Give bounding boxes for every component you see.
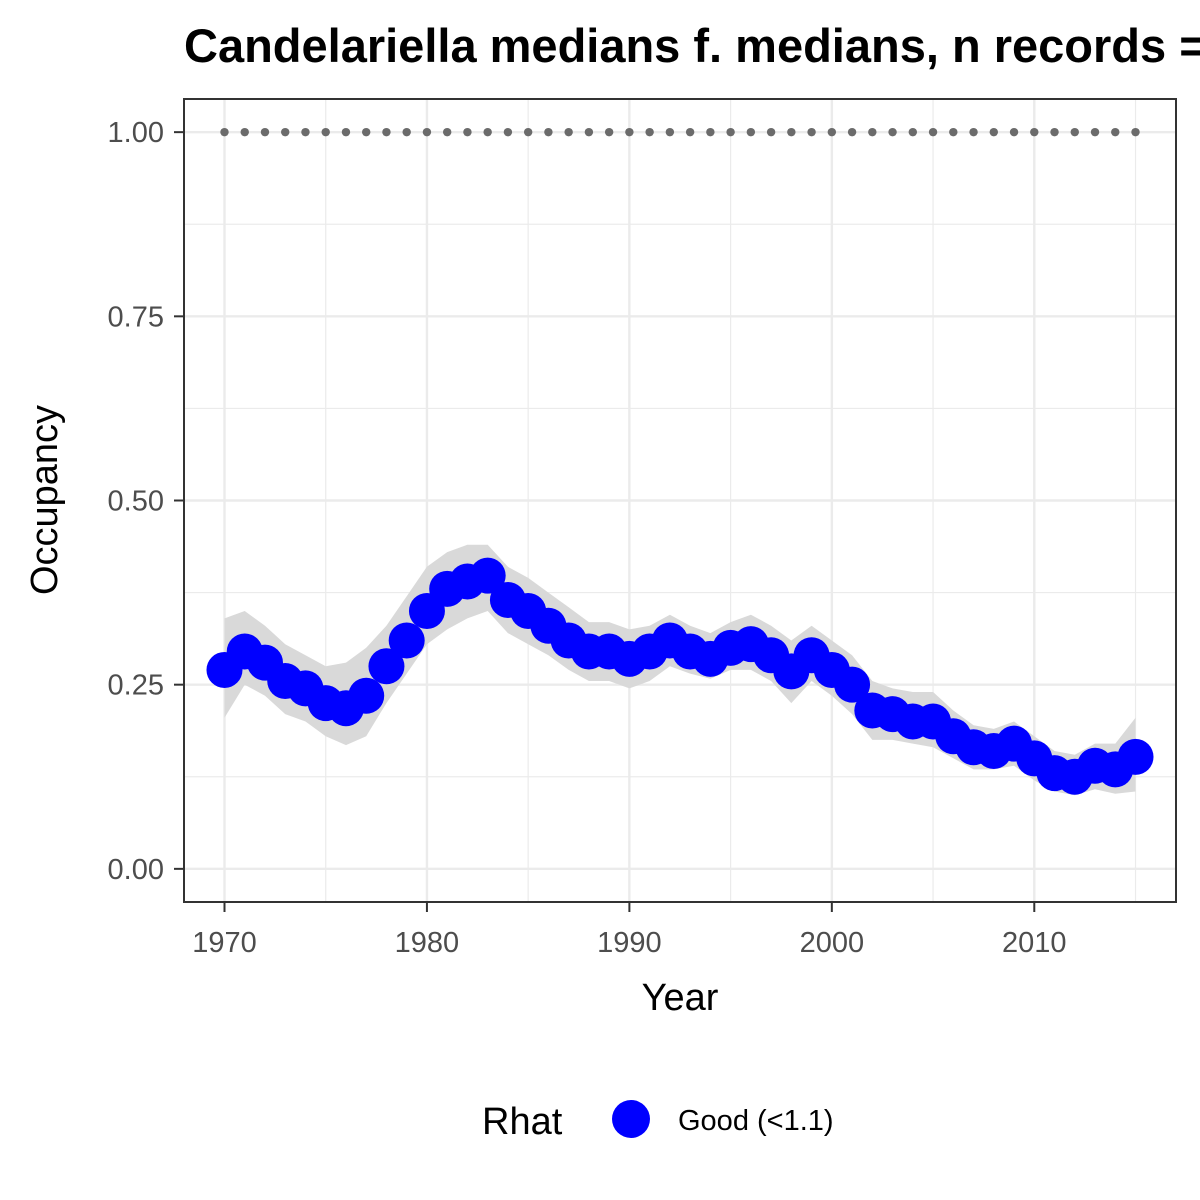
reference-point <box>1131 127 1140 137</box>
reference-point <box>301 127 310 137</box>
reference-point <box>787 127 796 137</box>
reference-point <box>1111 127 1120 137</box>
chart-title: Candelariella medians f. medians, n reco… <box>184 19 1200 72</box>
reference-point <box>442 127 452 137</box>
reference-point <box>1070 127 1079 137</box>
y-tick-label: 0.00 <box>108 854 164 886</box>
reference-point <box>422 127 432 137</box>
occupancy-point <box>1117 738 1154 775</box>
reference-point <box>402 127 411 137</box>
x-tick-label: 1970 <box>192 927 257 959</box>
reference-point <box>1009 127 1019 137</box>
reference-point <box>240 127 249 137</box>
reference-point <box>807 127 816 137</box>
x-axis: 1970 1980 1990 2000 2010 <box>192 902 1067 959</box>
reference-point <box>766 127 776 137</box>
reference-point <box>827 127 837 137</box>
occupancy-point <box>348 677 385 714</box>
reference-point <box>868 127 877 137</box>
legend-title: Rhat <box>482 1101 563 1143</box>
reference-point <box>362 127 371 137</box>
reference-point <box>969 127 978 137</box>
reference-point <box>523 127 533 137</box>
occupancy-point <box>368 648 405 685</box>
reference-point <box>584 127 594 137</box>
y-axis-title: Occupancy <box>24 405 66 595</box>
reference-point <box>949 127 958 137</box>
occupancy-point <box>469 557 506 594</box>
reference-point <box>847 127 857 137</box>
x-tick-label: 1980 <box>395 927 460 959</box>
x-axis-title: Year <box>642 977 719 1019</box>
y-axis: 0.00 0.25 0.50 0.75 1.00 <box>108 117 184 886</box>
reference-point <box>382 127 391 137</box>
reference-point <box>625 127 634 137</box>
reference-point <box>260 127 270 137</box>
reference-point <box>281 127 290 137</box>
legend: Rhat Good (<1.1) <box>482 1100 834 1143</box>
reference-point <box>503 127 513 137</box>
reference-point <box>746 127 756 137</box>
reference-point <box>726 127 735 137</box>
reference-point <box>665 127 675 137</box>
x-tick-label: 2010 <box>1002 927 1067 959</box>
reference-point <box>544 127 553 137</box>
reference-point <box>928 127 938 137</box>
reference-point <box>1030 127 1039 137</box>
y-tick-label: 0.25 <box>108 670 164 702</box>
reference-point <box>483 127 492 137</box>
reference-point <box>604 127 614 137</box>
reference-point <box>220 127 229 137</box>
reference-point <box>564 127 573 137</box>
y-tick-label: 0.50 <box>108 486 164 518</box>
occupancy-point <box>388 622 425 659</box>
legend-key-good <box>612 1100 650 1138</box>
reference-point <box>706 127 715 137</box>
occupancy-points-layer <box>206 557 1154 795</box>
reference-point <box>888 127 897 137</box>
reference-point <box>1090 127 1100 137</box>
y-tick-label: 0.75 <box>108 301 164 333</box>
reference-point <box>463 127 472 137</box>
reference-point <box>1050 127 1059 137</box>
x-tick-label: 1990 <box>597 927 662 959</box>
reference-point <box>321 127 330 137</box>
occupancy-point <box>834 666 871 703</box>
reference-point <box>989 127 998 137</box>
reference-point <box>908 127 918 137</box>
legend-label-good: Good (<1.1) <box>678 1105 834 1137</box>
reference-point <box>645 127 654 137</box>
reference-line-layer <box>220 127 1140 137</box>
reference-point <box>341 127 351 137</box>
x-tick-label: 2000 <box>800 927 865 959</box>
y-tick-label: 1.00 <box>108 117 164 149</box>
reference-point <box>685 127 695 137</box>
